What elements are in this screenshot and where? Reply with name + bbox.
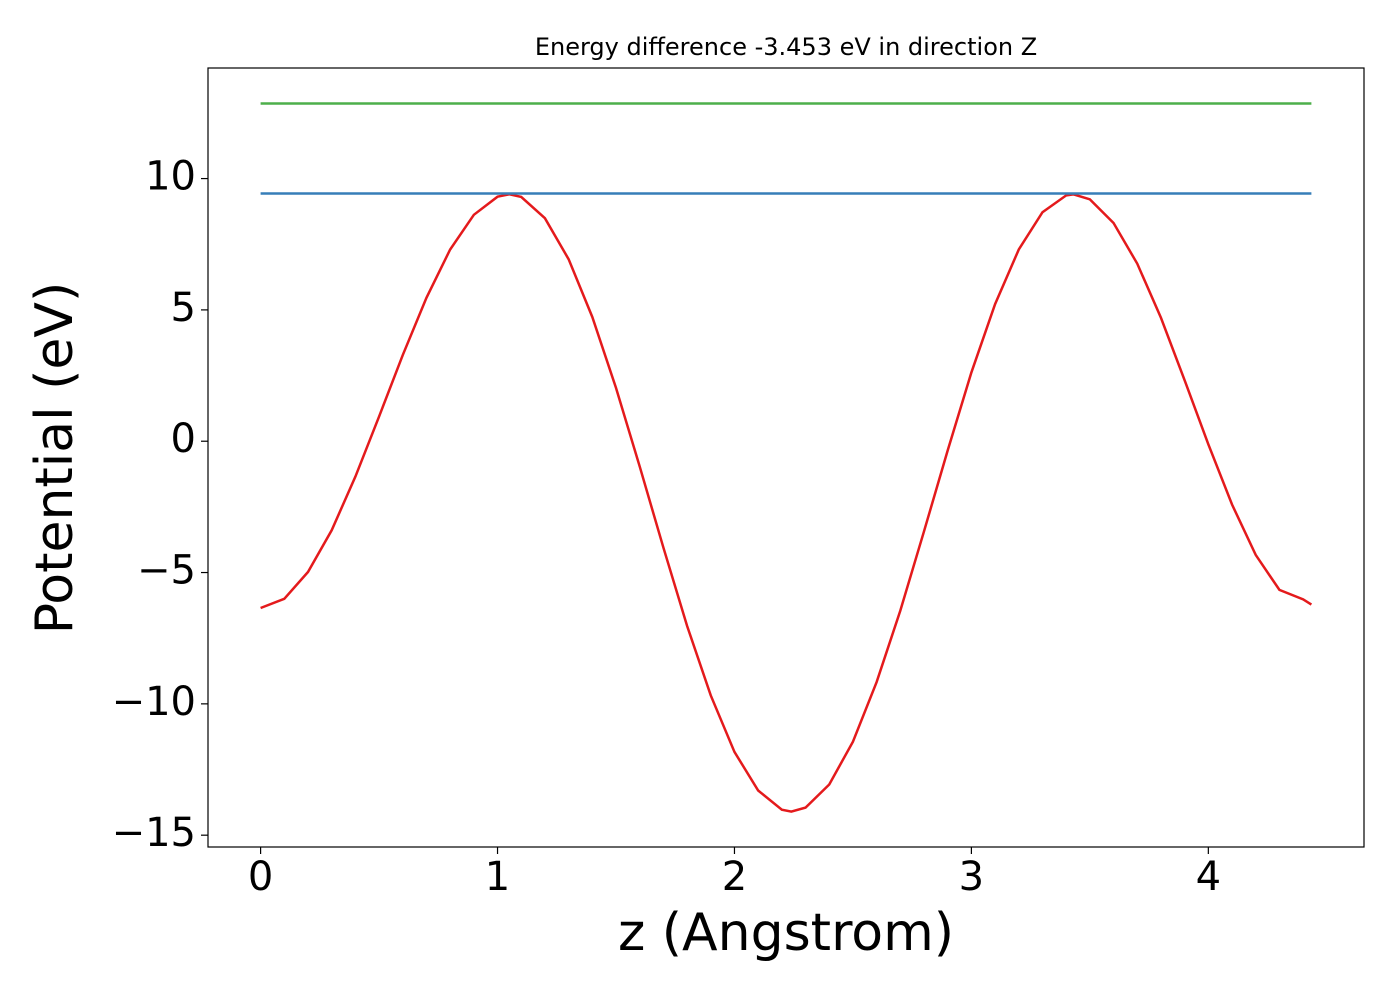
x-tick-label: 0 — [248, 854, 273, 900]
y-tick-label: −10 — [112, 679, 196, 725]
y-tick-label: 5 — [171, 285, 196, 331]
y-tick-label: 10 — [145, 154, 196, 200]
x-tick-label: 1 — [485, 854, 510, 900]
y-tick-label: −15 — [112, 810, 196, 856]
x-tick-label: 4 — [1196, 854, 1221, 900]
y-tick-label: 0 — [171, 416, 196, 462]
y-tick-label: −5 — [137, 548, 196, 594]
x-tick-label: 2 — [722, 854, 747, 900]
x-axis-label: z (Angstrom) — [618, 903, 954, 963]
data-line — [260, 193, 1313, 813]
x-tick-label: 3 — [959, 854, 984, 900]
chart-title: Energy difference -3.453 eV in direction… — [535, 33, 1037, 61]
plot-frame — [207, 67, 1365, 848]
y-axis-label: Potential (eV) — [25, 282, 85, 634]
